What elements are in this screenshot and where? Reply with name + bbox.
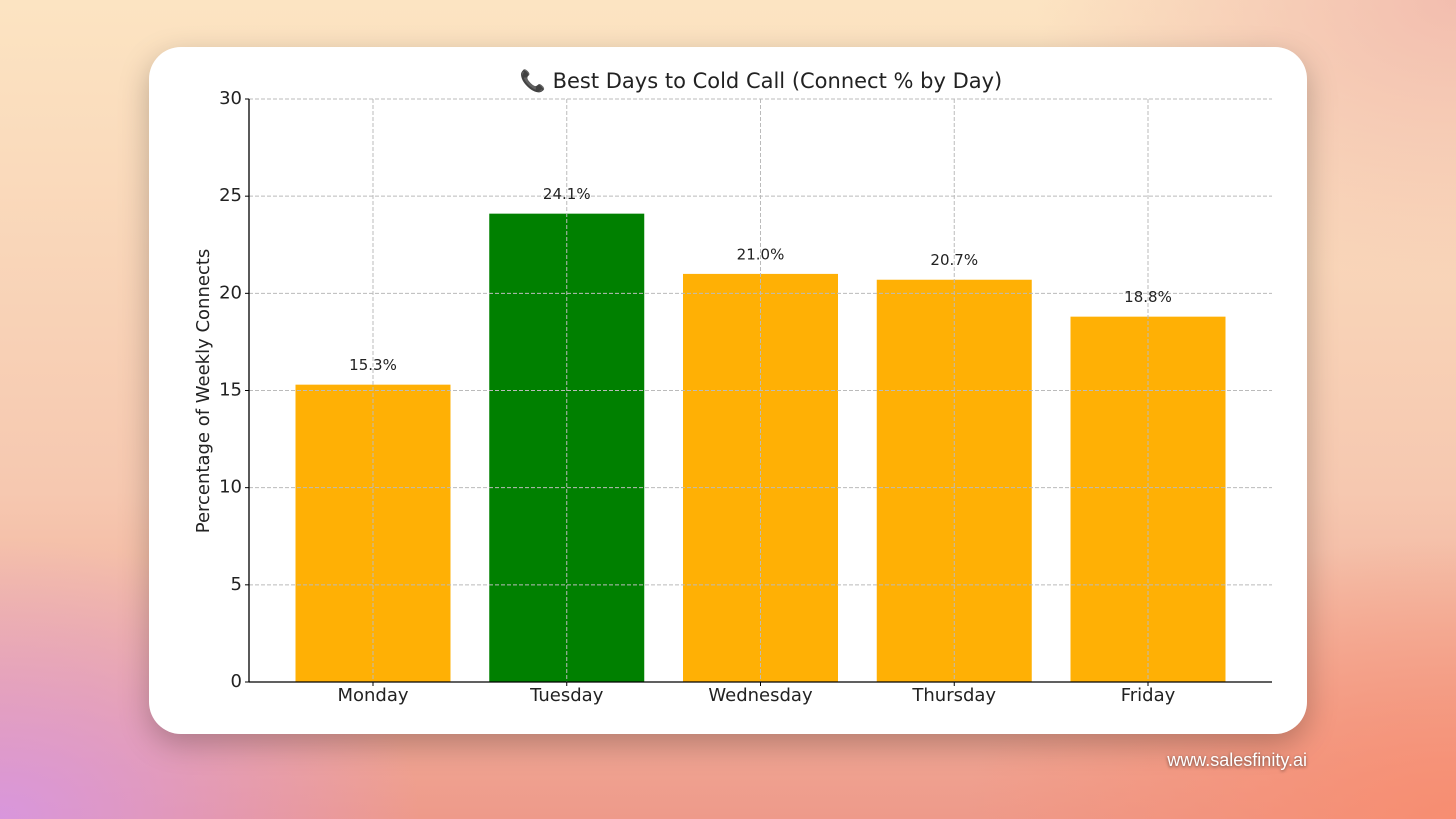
x-tick-label: Monday — [337, 685, 408, 706]
value-label: 24.1% — [543, 185, 591, 203]
y-tick-label: 25 — [219, 185, 242, 206]
y-tick-label: 15 — [219, 380, 242, 401]
y-tick-label: 20 — [219, 282, 242, 303]
y-tick-label: 5 — [231, 574, 242, 595]
value-label: 20.7% — [930, 251, 978, 269]
x-tick-label: Thursday — [911, 685, 996, 706]
y-tick-label: 30 — [219, 88, 242, 109]
value-label: 15.3% — [349, 356, 397, 374]
x-tick-label: Friday — [1121, 685, 1176, 706]
chart-title: 📞 Best Days to Cold Call (Connect % by D… — [520, 67, 1003, 93]
value-label: 21.0% — [737, 245, 785, 263]
y-axis-label: Percentage of Weekly Connects — [193, 249, 214, 534]
y-tick-label: 0 — [231, 671, 242, 692]
x-tick-label: Tuesday — [529, 685, 604, 706]
value-label: 18.8% — [1124, 288, 1172, 306]
x-tick-label: Wednesday — [708, 685, 813, 706]
watermark: www.salesfinity.ai — [1167, 750, 1307, 770]
y-tick-label: 10 — [219, 477, 242, 498]
